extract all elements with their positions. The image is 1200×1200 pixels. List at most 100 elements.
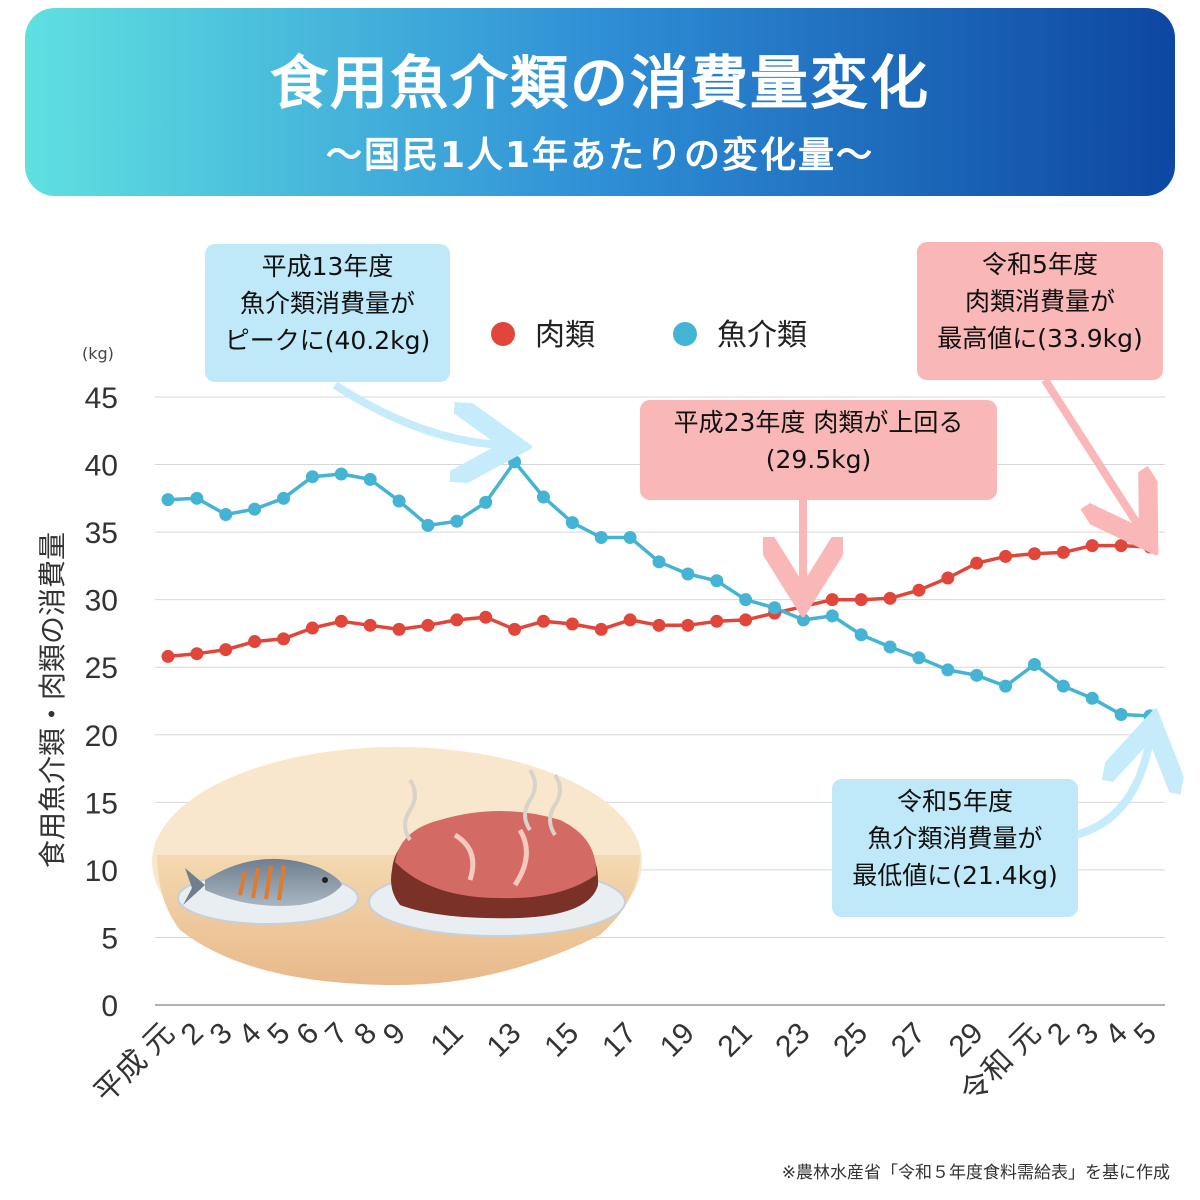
data-point-fish (970, 668, 984, 682)
data-point-fish (941, 663, 955, 677)
data-point-meat (970, 556, 984, 570)
series-lines (167, 460, 1151, 718)
y-tick-label: 20 (85, 720, 118, 753)
x-tick-label: 21 (712, 1017, 759, 1064)
y-tick-label: 30 (85, 585, 118, 618)
data-point-meat (941, 571, 955, 585)
y-tick-label: 35 (85, 517, 118, 550)
x-tick-label: 13 (481, 1017, 528, 1064)
data-point-meat (1085, 539, 1099, 553)
data-point-meat (681, 618, 695, 632)
annotation-fish-peak: 平成13年度 魚介類消費量が ピークに(40.2kg) (205, 244, 450, 382)
data-point-meat (912, 583, 926, 597)
source-note: ※農林水産省「令和５年度食料需給表」を基に作成 (781, 1163, 1170, 1183)
data-point-meat (421, 618, 435, 632)
annotation-line: 魚介類消費量が (867, 824, 1043, 853)
x-tick-label: 15 (538, 1017, 585, 1064)
x-tick-label: 23 (769, 1017, 816, 1064)
series-line-fish (167, 460, 1151, 718)
data-point-fish (277, 491, 291, 505)
x-tick-label: 8 (348, 1017, 383, 1052)
data-point-fish (796, 613, 810, 627)
x-tick-label: 25 (827, 1017, 874, 1064)
data-point-meat (363, 618, 377, 632)
y-axis-unit: (kg) (82, 344, 114, 363)
arrow-fish-peak (332, 381, 500, 445)
data-point-fish (999, 679, 1013, 693)
data-point-fish (1114, 708, 1128, 722)
data-point-fish (825, 609, 839, 623)
data-point-meat (1114, 539, 1128, 553)
data-point-fish (1085, 691, 1099, 705)
data-point-meat (277, 632, 291, 646)
x-tick-label: 29 (943, 1017, 990, 1064)
data-point-fish (305, 470, 319, 484)
x-tick-label: 9 (377, 1017, 412, 1052)
data-point-fish (681, 567, 695, 581)
y-axis-title: 食用魚介類・肉類の消費量 (36, 532, 69, 868)
y-tick-label: 40 (85, 450, 118, 483)
x-tick-label: 4 (232, 1017, 267, 1052)
data-point-fish (536, 490, 550, 504)
y-tick-label: 0 (101, 990, 118, 1023)
data-point-meat (883, 591, 897, 605)
data-point-meat (739, 613, 753, 627)
data-point-meat (1027, 547, 1041, 561)
data-point-fish (623, 531, 637, 545)
steak-icon (391, 811, 599, 919)
data-point-meat (652, 618, 666, 632)
data-point-fish (1056, 679, 1070, 693)
annotation-meat-overtake: 平成23年度 肉類が上回る (29.5kg) (640, 400, 997, 500)
x-tick-label: 11 (424, 1017, 469, 1062)
data-point-fish (392, 494, 406, 508)
data-point-fish (912, 651, 926, 665)
legend-marker (673, 322, 697, 346)
data-point-meat (508, 622, 522, 636)
fish-icon (183, 858, 342, 906)
y-tick-label: 45 (85, 382, 118, 415)
arrow-fish-min (1073, 740, 1150, 839)
annotation-line: 平成13年度 (261, 252, 394, 281)
annotation-arrows (332, 377, 1150, 839)
data-point-fish (594, 531, 608, 545)
data-point-meat (710, 614, 724, 628)
legend-marker (491, 322, 515, 346)
annotation-line: 平成23年度 肉類が上回る (673, 408, 964, 437)
data-point-meat (1056, 545, 1070, 559)
data-point-fish (652, 555, 666, 569)
data-point-fish (161, 493, 175, 507)
data-point-meat (219, 643, 233, 657)
data-point-fish (883, 640, 897, 654)
data-point-meat (305, 621, 319, 635)
data-point-fish (219, 508, 233, 522)
data-point-meat (161, 649, 175, 663)
page-subtitle: 〜国民1人1年あたりの変化量〜 (325, 135, 875, 176)
data-point-meat (248, 635, 262, 649)
x-tick-label: 3 (204, 1017, 239, 1052)
data-point-meat (594, 622, 608, 636)
annotation-line: 最低値に(21.4kg) (852, 861, 1058, 890)
data-point-fish (248, 502, 262, 516)
data-point-meat (565, 617, 579, 631)
data-point-meat (479, 610, 493, 624)
annotation-line: 令和5年度 (982, 250, 1098, 279)
data-point-fish (565, 516, 579, 530)
data-point-fish (710, 574, 724, 588)
data-point-fish (508, 455, 522, 469)
y-tick-labels: 0 5 10 15 20 25 30 35 40 45 (85, 382, 118, 1023)
annotation-line: (29.5kg) (765, 445, 872, 474)
data-point-fish (479, 495, 493, 509)
data-point-fish (421, 518, 435, 532)
x-tick-label: 27 (885, 1017, 932, 1064)
page-title: 食用魚介類の消費量変化 (269, 49, 930, 117)
x-tick-label: 17 (596, 1017, 643, 1064)
y-tick-label: 15 (85, 787, 118, 820)
x-tick-label: 7 (319, 1017, 354, 1052)
y-tick-label: 10 (85, 855, 118, 888)
data-point-meat (999, 549, 1013, 563)
annotation-line: 魚介類消費量が (239, 289, 415, 318)
data-point-fish (1027, 658, 1041, 672)
data-point-fish (450, 514, 464, 528)
